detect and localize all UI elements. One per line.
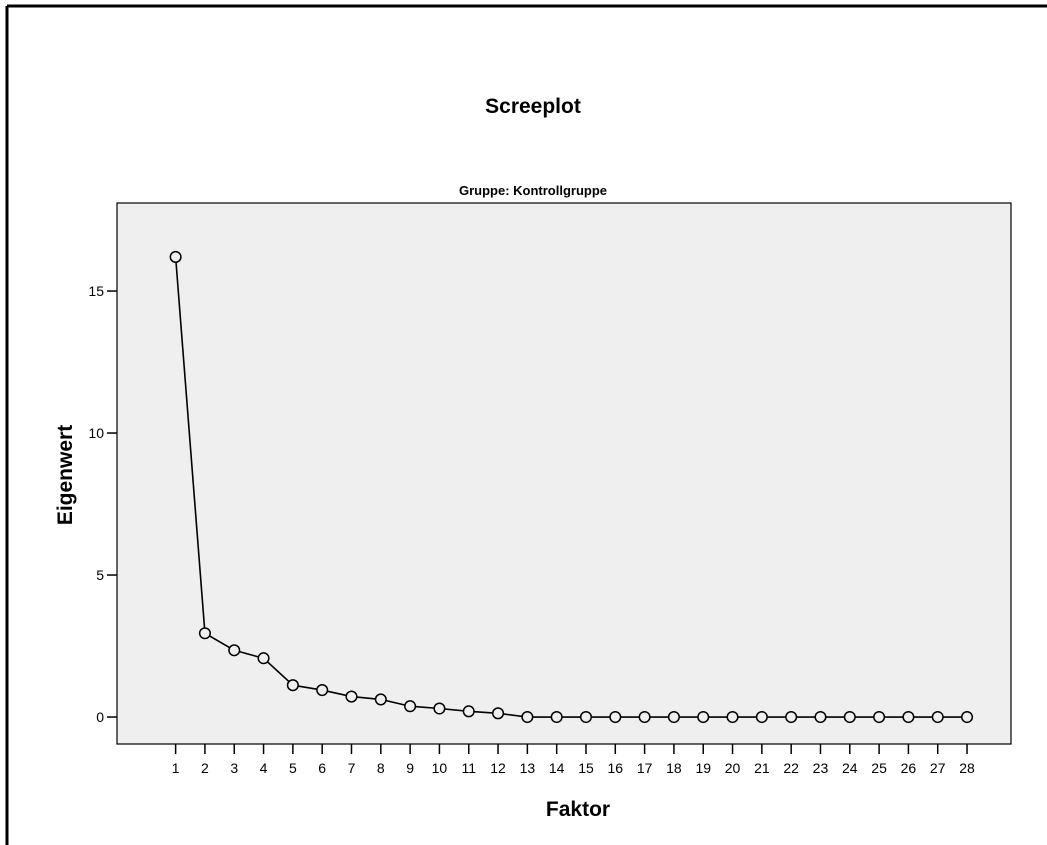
- y-tick-label: 10: [88, 425, 104, 441]
- data-point: [257, 652, 270, 665]
- x-tick-label: 16: [608, 760, 624, 776]
- data-point: [491, 707, 505, 720]
- x-tick-label: 4: [260, 760, 268, 776]
- x-tick-label: 14: [549, 760, 565, 776]
- x-tick-label: 5: [289, 760, 297, 776]
- data-point: [345, 690, 358, 703]
- x-tick-label: 28: [959, 760, 975, 776]
- x-axis: 1 2 3 4 5 6 7 8 9 10 11 12 13 14 15 16 17 18 19 20 21 22 23 24 2…: [172, 744, 975, 776]
- panel-title: Gruppe: Kontrollgruppe: [459, 183, 607, 198]
- data-point: [726, 710, 739, 724]
- x-tick-label: 9: [406, 760, 414, 776]
- data-point: [550, 710, 563, 724]
- data-point: [404, 700, 417, 713]
- plot-area: [116, 202, 1012, 745]
- x-tick-label: 3: [230, 760, 238, 776]
- data-point: [374, 693, 387, 706]
- x-tick-label: 13: [520, 760, 536, 776]
- y-tick-label: 15: [88, 283, 104, 299]
- series-layer: [169, 250, 974, 724]
- data-point: [169, 250, 182, 264]
- chart-title: Screeplot: [485, 95, 581, 118]
- data-point: [609, 710, 622, 724]
- data-point: [667, 710, 680, 724]
- y-axis: 0 5 10 15: [88, 283, 117, 725]
- series-line: [174, 256, 968, 718]
- x-tick-label: 17: [637, 760, 653, 776]
- x-tick-label: 27: [930, 760, 946, 776]
- x-tick-label: 8: [377, 760, 385, 776]
- x-tick-label: 24: [842, 760, 858, 776]
- data-point: [873, 710, 886, 724]
- x-tick-label: 26: [901, 760, 917, 776]
- x-tick-label: 10: [432, 760, 448, 776]
- y-axis-title: Eigenwert: [54, 425, 77, 525]
- data-point: [433, 702, 446, 715]
- x-tick-label: 23: [813, 760, 829, 776]
- x-tick-label: 21: [754, 760, 770, 776]
- x-tick-label: 18: [666, 760, 682, 776]
- data-point: [462, 705, 475, 718]
- data-point: [785, 710, 798, 724]
- x-tick-label: 19: [695, 760, 711, 776]
- x-tick-label: 22: [783, 760, 799, 776]
- data-point: [316, 683, 329, 697]
- x-tick-label: 1: [172, 760, 180, 776]
- x-tick-label: 7: [348, 760, 356, 776]
- data-point: [521, 710, 534, 724]
- x-axis-title: Faktor: [546, 798, 610, 821]
- data-point: [638, 710, 651, 724]
- x-tick-label: 2: [201, 760, 209, 776]
- data-point: [931, 710, 944, 724]
- x-tick-label: 11: [461, 760, 476, 776]
- data-point: [814, 710, 827, 724]
- data-point: [755, 710, 768, 724]
- data-point: [579, 710, 593, 724]
- data-point: [843, 710, 856, 724]
- data-point: [198, 627, 211, 640]
- y-tick-label: 0: [96, 709, 104, 725]
- x-tick-label: 12: [490, 760, 506, 776]
- data-point: [902, 710, 915, 724]
- data-point: [697, 710, 710, 724]
- x-tick-label: 15: [578, 760, 594, 776]
- y-tick-label: 5: [96, 567, 104, 583]
- x-tick-label: 6: [318, 760, 326, 776]
- data-point: [286, 679, 299, 692]
- x-tick-label: 25: [871, 760, 887, 776]
- data-point: [228, 644, 241, 657]
- data-point: [960, 710, 974, 724]
- x-tick-label: 20: [725, 760, 741, 776]
